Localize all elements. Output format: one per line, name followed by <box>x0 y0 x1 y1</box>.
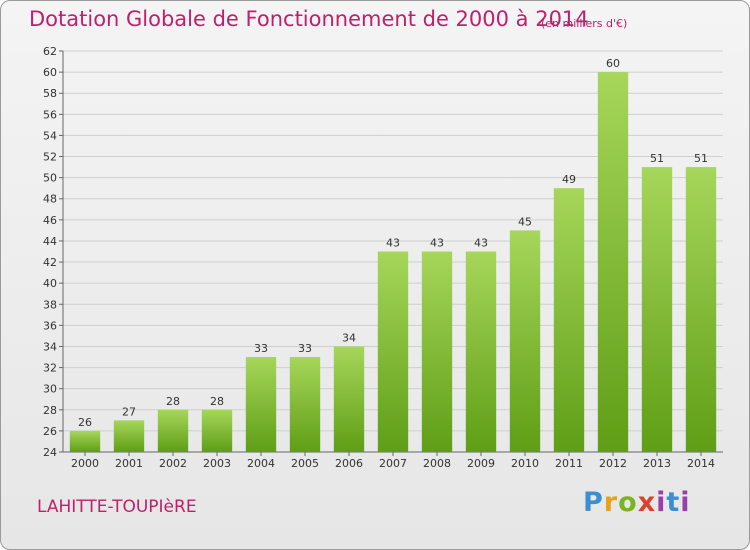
x-tick-label: 2004 <box>247 457 275 470</box>
y-tick-label: 62 <box>43 45 57 58</box>
bar <box>597 72 629 453</box>
y-tick-label: 32 <box>43 362 57 375</box>
x-tick-label: 2007 <box>379 457 407 470</box>
data-label: 45 <box>518 215 532 228</box>
bar <box>685 167 717 452</box>
y-tick-label: 24 <box>43 446 57 459</box>
bar <box>69 430 101 452</box>
bars <box>69 72 717 453</box>
y-tick-label: 30 <box>43 383 57 396</box>
bar <box>509 230 541 452</box>
y-tick-label: 36 <box>43 319 57 332</box>
bar <box>245 357 277 452</box>
x-tick-label: 2002 <box>159 457 187 470</box>
bar <box>201 409 233 452</box>
bar <box>113 420 145 452</box>
y-tick-label: 60 <box>43 66 57 79</box>
y-tick-label: 26 <box>43 425 57 438</box>
y-tick-label: 42 <box>43 256 57 269</box>
x-tick-label: 2009 <box>467 457 495 470</box>
x-tick-label: 2008 <box>423 457 451 470</box>
bar <box>421 251 453 452</box>
data-label: 34 <box>342 331 356 344</box>
data-label: 49 <box>562 173 576 186</box>
x-tick-label: 2006 <box>335 457 363 470</box>
x-tick-label: 2014 <box>687 457 715 470</box>
data-label: 27 <box>122 405 136 418</box>
data-label: 28 <box>210 395 224 408</box>
x-tick-label: 2010 <box>511 457 539 470</box>
chart-unit: (en milliers d'€) <box>541 17 628 30</box>
bar <box>289 357 321 452</box>
commune-name: LAHITTE-TOUPIèRE <box>37 497 197 517</box>
x-tick-label: 2011 <box>555 457 583 470</box>
x-tick-label: 2001 <box>115 457 143 470</box>
data-label: 43 <box>474 237 488 250</box>
bar <box>465 251 497 452</box>
x-tick-label: 2000 <box>71 457 99 470</box>
y-tick-label: 56 <box>43 108 57 121</box>
data-label: 33 <box>298 342 312 355</box>
bar <box>333 346 365 452</box>
y-tick-label: 54 <box>43 129 57 142</box>
y-tick-label: 44 <box>43 235 57 248</box>
data-label: 26 <box>78 416 92 429</box>
data-label: 33 <box>254 342 268 355</box>
y-tick-label: 52 <box>43 151 57 164</box>
y-tick-label: 40 <box>43 277 57 290</box>
x-tick-label: 2013 <box>643 457 671 470</box>
x-tick-label: 2003 <box>203 457 231 470</box>
y-tick-label: 48 <box>43 193 57 206</box>
y-tick-label: 50 <box>43 172 57 185</box>
chart-title: Dotation Globale de Fonctionnement de 20… <box>29 7 589 31</box>
bar <box>641 167 673 452</box>
data-label: 60 <box>606 57 620 70</box>
data-label: 43 <box>386 237 400 250</box>
y-tick-label: 58 <box>43 87 57 100</box>
bar <box>377 251 409 452</box>
y-tick-label: 34 <box>43 340 57 353</box>
data-label: 43 <box>430 237 444 250</box>
data-label: 28 <box>166 395 180 408</box>
bar <box>157 409 189 452</box>
bar <box>553 188 585 452</box>
labels: 24 26 28 30 32 34 36 38 40 42 44 46 48 50 52 54 56 58 60 62… <box>43 45 715 470</box>
y-tick-label: 38 <box>43 298 57 311</box>
data-label: 51 <box>694 152 708 165</box>
x-tick-label: 2005 <box>291 457 319 470</box>
proxiti-logo[interactable]: Proxiti <box>583 487 691 518</box>
data-label: 51 <box>650 152 664 165</box>
x-tick-label: 2012 <box>599 457 627 470</box>
y-tick-label: 46 <box>43 214 57 227</box>
y-tick-label: 28 <box>43 404 57 417</box>
